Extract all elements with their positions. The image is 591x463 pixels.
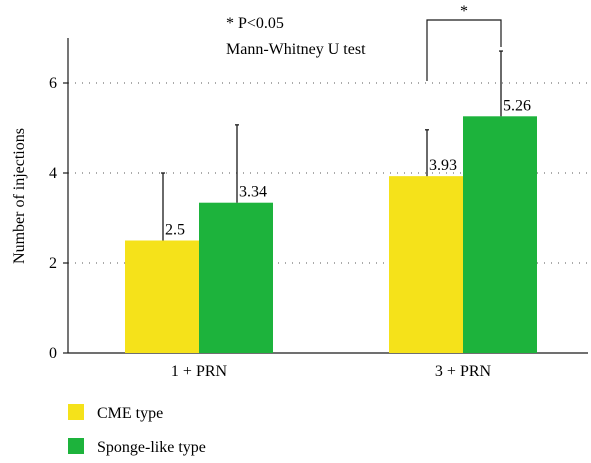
value-label-1-0: 3.34 [239, 184, 267, 201]
value-label-0-1: 3.93 [429, 157, 457, 174]
significance-bracket: * [426, 3, 502, 81]
bar-sponge-2 [463, 116, 537, 353]
grid-lines [68, 82, 588, 264]
error-bars [161, 50, 503, 241]
legend-swatch-2 [68, 438, 84, 454]
bar-sponge-1 [199, 202, 273, 353]
value-labels: 2.5 3.34 3.93 5.26 [165, 97, 531, 238]
x-tick-label-1: 1 + PRN [171, 363, 228, 380]
y-tick-label-2: 2 [49, 255, 57, 272]
bracket-line [426, 19, 502, 81]
test-note: Mann-Whitney U test [226, 41, 366, 58]
legend-swatch-1 [68, 404, 84, 420]
legend-label-2: Sponge-like type [97, 439, 206, 456]
x-tick-label-2: 3 + PRN [435, 363, 492, 380]
y-ticks: 0 2 4 6 [49, 75, 68, 362]
legend: CME type Sponge-like type [68, 404, 206, 456]
value-label-0-0: 2.5 [165, 222, 185, 239]
bar-cme-1 [125, 240, 199, 353]
bars [125, 116, 537, 353]
y-axis-label: Number of injections [11, 128, 28, 264]
x-ticks: 1 + PRN 3 + PRN [171, 363, 492, 380]
y-tick-label-4: 4 [49, 165, 57, 182]
significance-star: * [460, 3, 468, 20]
significance-note: * P<0.05 [226, 15, 284, 32]
y-tick-label-6: 6 [49, 75, 57, 92]
legend-label-1: CME type [97, 405, 163, 422]
y-tick-label-0: 0 [49, 345, 57, 362]
value-label-1-1: 5.26 [503, 97, 531, 114]
bar-cme-2 [389, 176, 463, 353]
